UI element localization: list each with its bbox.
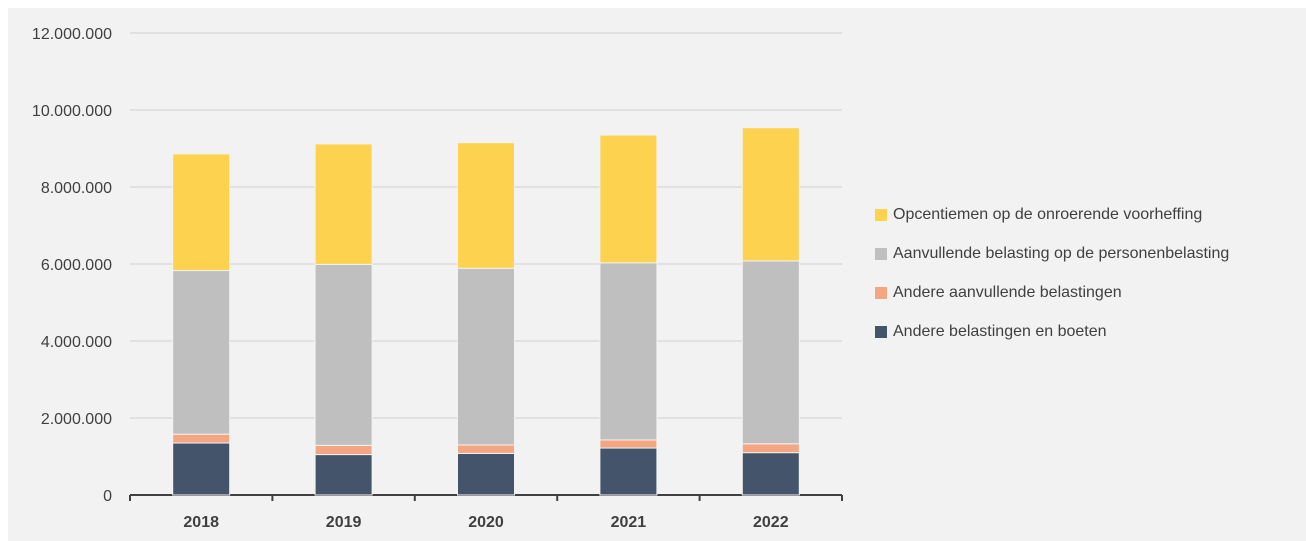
y-tick-label: 8.000.000 <box>41 180 112 197</box>
bar-segment <box>314 444 373 456</box>
bar-segment <box>172 433 231 444</box>
legend-label-andere-belastingen: Andere belastingen en boeten <box>893 323 1107 340</box>
legend-item-andere-belastingen: Andere belastingen en boeten <box>875 322 1229 342</box>
x-tick-label: 2022 <box>753 514 789 531</box>
legend-swatch-opcentiemen <box>875 209 887 221</box>
bar-segment <box>599 447 658 496</box>
bar-segment <box>457 444 515 454</box>
bar-segment <box>741 443 800 454</box>
bar-segment <box>599 439 658 449</box>
bar-segment <box>457 452 515 496</box>
y-tick-label: 4.000.000 <box>41 334 112 351</box>
bar-segment <box>314 143 373 265</box>
bar-segment <box>457 267 515 446</box>
x-tick-label: 2021 <box>611 514 647 531</box>
bar-segment <box>172 153 231 272</box>
bar-segment <box>741 260 800 445</box>
bar-segment <box>314 454 373 496</box>
bar-segment <box>599 262 658 441</box>
y-tick-label: 2.000.000 <box>41 411 112 428</box>
legend-swatch-andere-aanvullende <box>875 287 887 299</box>
legend-item-andere-aanvullende: Andere aanvullende belastingen <box>875 283 1229 303</box>
legend-swatch-andere-belastingen <box>875 326 887 338</box>
y-tick-label: 0 <box>103 488 112 505</box>
y-tick-label: 12.000.000 <box>32 26 112 43</box>
y-tick-label: 6.000.000 <box>41 257 112 274</box>
bar-segment <box>741 452 800 496</box>
bar-segment <box>457 142 515 269</box>
y-tick-label: 10.000.000 <box>32 103 112 120</box>
bar-segment <box>172 270 231 435</box>
legend-swatch-aanvullende-personenbelasting <box>875 248 887 260</box>
bar-segment <box>314 263 373 446</box>
bar-segment <box>172 442 231 496</box>
bar-segment <box>599 134 658 264</box>
legend-label-opcentiemen: Opcentiemen op de onroerende voorheffing <box>893 206 1203 223</box>
bar-segment <box>741 127 800 262</box>
legend-label-aanvullende-personenbelasting: Aanvullende belasting op de personenbela… <box>893 245 1230 262</box>
x-tick-label: 2019 <box>326 514 362 531</box>
legend-item-opcentiemen: Opcentiemen op de onroerende voorheffing <box>875 205 1229 225</box>
legend: Opcentiemen op de onroerende voorheffing… <box>875 205 1229 361</box>
legend-item-aanvullende-personenbelasting: Aanvullende belasting op de personenbela… <box>875 244 1229 264</box>
legend-label-andere-aanvullende: Andere aanvullende belastingen <box>893 284 1122 301</box>
x-tick-label: 2018 <box>183 514 219 531</box>
x-tick-label: 2020 <box>468 514 504 531</box>
